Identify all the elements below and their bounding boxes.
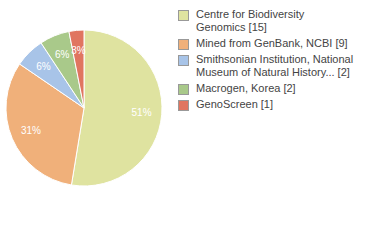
legend-label: Centre for Biodiversity Genomics [15] xyxy=(196,8,356,34)
legend-swatch xyxy=(178,39,189,50)
legend-swatch xyxy=(178,10,189,21)
slices xyxy=(6,30,162,186)
slice xyxy=(71,30,162,186)
slice xyxy=(69,30,84,108)
legend-swatch xyxy=(178,84,189,95)
legend-label: Macrogen, Korea [2] xyxy=(196,82,356,95)
legend-entry: Smithsonian Institution, National Museum… xyxy=(178,53,378,79)
legend-swatch xyxy=(178,55,189,66)
slice-label: 6% xyxy=(36,61,51,72)
slice-label: 3% xyxy=(71,45,86,56)
slice-label: 6% xyxy=(55,49,70,60)
legend-label: Smithsonian Institution, National Museum… xyxy=(196,53,356,79)
legend-label: GenoScreen [1] xyxy=(196,98,356,111)
legend-entry: Centre for Biodiversity Genomics [15] xyxy=(178,8,378,34)
legend-entry: Mined from GenBank, NCBI [9] xyxy=(178,37,378,50)
legend: Centre for Biodiversity Genomics [15] Min… xyxy=(178,8,378,114)
legend-label: Mined from GenBank, NCBI [9] xyxy=(196,37,356,50)
slice-label: 51% xyxy=(132,107,152,118)
pie-chart: 51%31%6%6%3% xyxy=(0,0,175,240)
legend-swatch xyxy=(178,100,189,111)
slice-labels: 51%31%6%6%3% xyxy=(21,45,152,136)
slice-label: 31% xyxy=(21,125,41,136)
legend-entry: GenoScreen [1] xyxy=(178,98,378,111)
legend-entry: Macrogen, Korea [2] xyxy=(178,82,378,95)
